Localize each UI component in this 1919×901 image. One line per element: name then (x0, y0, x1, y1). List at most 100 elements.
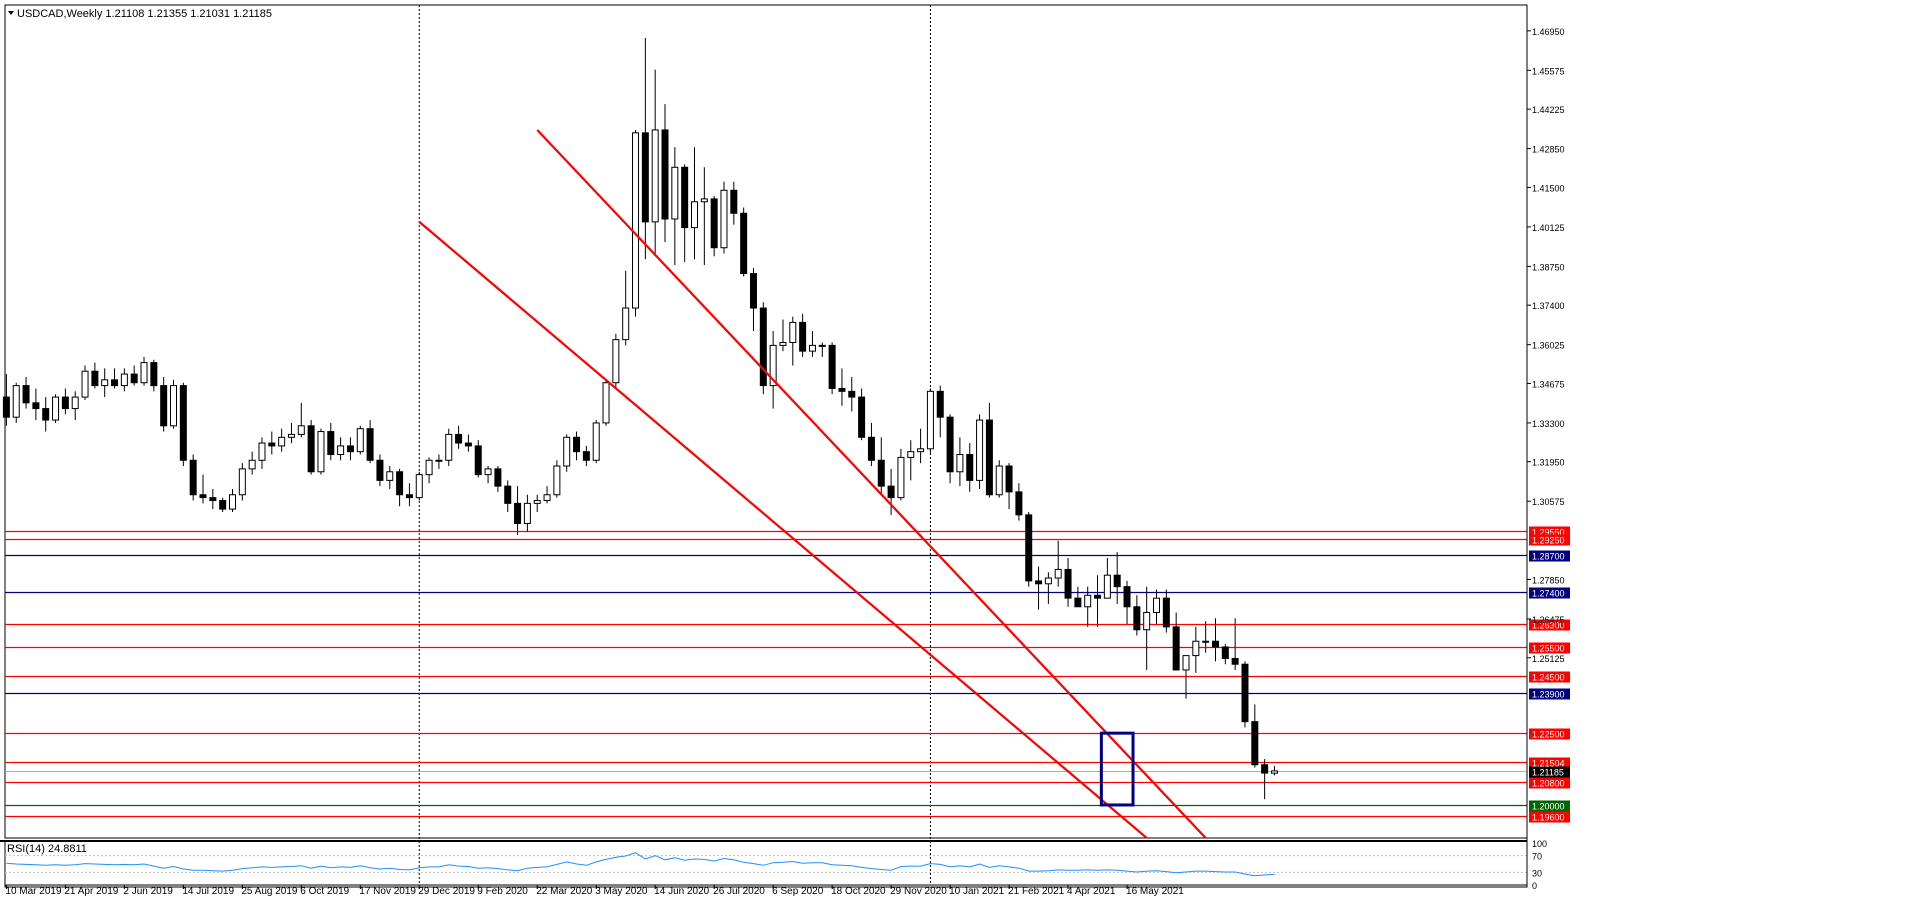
candle[interactable] (1094, 575, 1102, 627)
candle[interactable] (946, 414, 954, 484)
candle[interactable] (710, 196, 718, 257)
candle[interactable] (199, 474, 207, 504)
candle[interactable] (858, 388, 866, 441)
candle[interactable] (1261, 759, 1269, 800)
candle[interactable] (1182, 655, 1190, 699)
candle[interactable] (799, 313, 807, 357)
candle[interactable] (435, 454, 443, 469)
candle[interactable] (602, 379, 610, 426)
candle[interactable] (661, 104, 669, 242)
candle[interactable] (976, 414, 984, 490)
candle[interactable] (720, 181, 728, 254)
candle[interactable] (1035, 566, 1043, 610)
candle[interactable] (632, 129, 640, 317)
candle[interactable] (789, 316, 797, 366)
candle[interactable] (769, 331, 777, 409)
candle[interactable] (848, 376, 856, 412)
channel-trendline[interactable] (536, 129, 1207, 839)
candle[interactable] (1103, 557, 1111, 599)
candle[interactable] (808, 331, 816, 357)
candle[interactable] (52, 394, 60, 423)
candle[interactable] (1143, 586, 1151, 670)
candle[interactable] (12, 382, 20, 423)
candle[interactable] (120, 368, 128, 392)
candle[interactable] (42, 397, 50, 432)
candle[interactable] (2, 374, 10, 426)
candle[interactable] (71, 391, 79, 421)
candle[interactable] (917, 428, 925, 464)
candle[interactable] (1015, 483, 1023, 521)
candle[interactable] (691, 147, 698, 260)
candle[interactable] (32, 388, 40, 421)
candle[interactable] (268, 431, 276, 455)
candle[interactable] (1113, 552, 1121, 604)
candle[interactable] (749, 267, 757, 332)
candle[interactable] (1192, 626, 1200, 673)
candle[interactable] (651, 69, 659, 254)
candle[interactable] (563, 434, 571, 472)
candle[interactable] (985, 402, 993, 498)
candle[interactable] (317, 428, 325, 475)
candle[interactable] (592, 420, 600, 464)
candle[interactable] (1044, 572, 1052, 604)
candle[interactable] (405, 483, 413, 507)
channel-trendline[interactable] (418, 221, 1148, 839)
candle[interactable] (415, 471, 423, 501)
candle[interactable] (779, 319, 787, 352)
candle[interactable] (523, 494, 531, 533)
candle[interactable] (897, 448, 905, 501)
candle[interactable] (1231, 618, 1239, 670)
candle[interactable] (504, 480, 512, 512)
candle[interactable] (759, 302, 767, 395)
candle[interactable] (1025, 511, 1033, 587)
candle[interactable] (189, 454, 197, 501)
candle[interactable] (966, 443, 974, 492)
candle[interactable] (464, 434, 472, 452)
candle[interactable] (838, 368, 846, 406)
candle[interactable] (956, 437, 964, 487)
candle[interactable] (828, 342, 836, 395)
candle[interactable] (1005, 463, 1013, 510)
candle[interactable] (740, 207, 748, 277)
highlight-rectangle[interactable] (1099, 731, 1135, 807)
candle[interactable] (219, 497, 227, 512)
candle[interactable] (376, 454, 384, 487)
candle[interactable] (445, 428, 453, 467)
candle[interactable] (297, 402, 305, 438)
candle[interactable] (1074, 586, 1082, 608)
candle[interactable] (111, 368, 119, 389)
candle[interactable] (514, 486, 522, 535)
candle[interactable] (671, 147, 679, 265)
candle[interactable] (1054, 540, 1062, 587)
candle[interactable] (130, 365, 138, 386)
candle[interactable] (209, 489, 217, 510)
candle[interactable] (248, 451, 256, 475)
candle[interactable] (22, 376, 30, 409)
candle[interactable] (907, 440, 915, 481)
candle[interactable] (61, 388, 69, 415)
candle[interactable] (425, 457, 433, 484)
candle[interactable] (995, 460, 1003, 498)
candle[interactable] (573, 431, 581, 461)
candle[interactable] (258, 437, 266, 469)
candle[interactable] (1162, 589, 1170, 633)
candle[interactable] (179, 382, 187, 467)
collapse-triangle-icon[interactable] (8, 11, 14, 15)
candle[interactable] (81, 365, 89, 400)
candle[interactable] (278, 428, 286, 452)
candle[interactable] (287, 422, 295, 444)
candle[interactable] (582, 445, 590, 467)
candle[interactable] (1221, 644, 1229, 665)
candle[interactable] (307, 420, 315, 475)
candle[interactable] (533, 494, 541, 512)
candle[interactable] (238, 463, 246, 501)
candle[interactable] (228, 489, 236, 512)
candle[interactable] (1084, 586, 1092, 627)
candle[interactable] (1172, 612, 1180, 671)
candle[interactable] (1064, 557, 1072, 607)
price-pane[interactable] (4, 4, 1528, 839)
candle[interactable] (818, 342, 826, 357)
candle[interactable] (1251, 704, 1259, 768)
rsi-pane[interactable] (4, 840, 1528, 888)
candle[interactable] (494, 466, 502, 492)
